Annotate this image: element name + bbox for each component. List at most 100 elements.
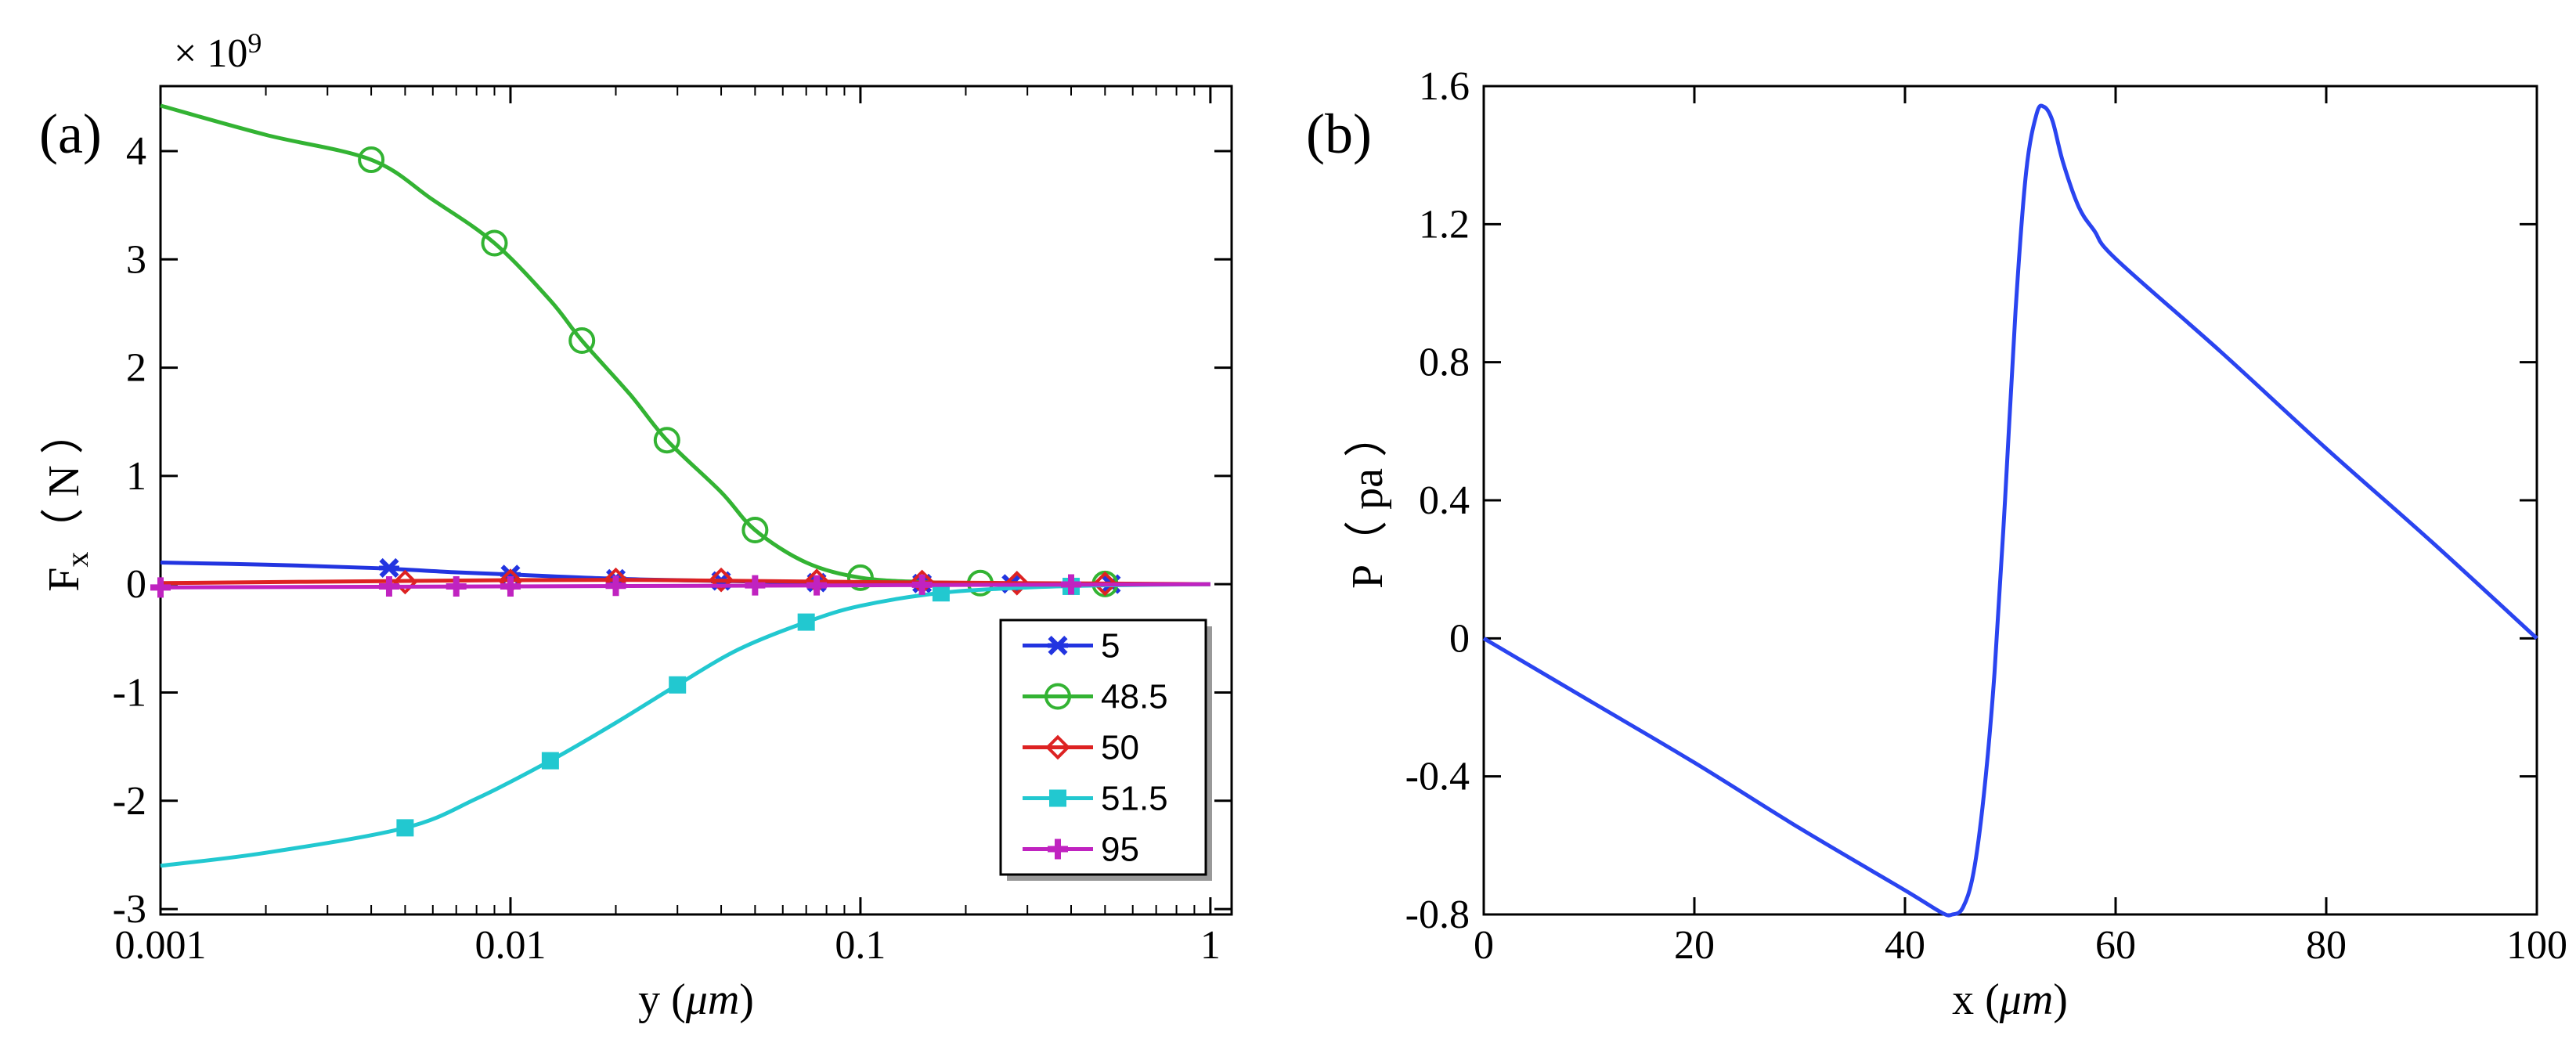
panel-a-x-axis-label: y (μm): [638, 976, 754, 1024]
x-tick-label: 1: [1200, 923, 1221, 968]
panel-b-ticks: [1482, 85, 2538, 916]
panel-a-y-axis-label: Fx（ N ）: [40, 410, 95, 592]
marker-48.5: [481, 229, 508, 257]
legend-label-5: 5: [1101, 627, 1120, 665]
marker-95: [806, 575, 828, 596]
y-tick-label: -3: [113, 887, 146, 932]
legend-marker-5: [1048, 635, 1068, 656]
y-tick-label: -1: [113, 670, 146, 715]
marker-5: [378, 557, 399, 578]
y-tick-label: 3: [126, 237, 146, 282]
x-tick-label: 0.01: [474, 923, 546, 968]
panel-b-x-tick-labels: 0 20 40 60 80 100: [1474, 923, 2567, 968]
legend-label-50: 50: [1101, 729, 1139, 767]
marker-51.5: [797, 613, 815, 631]
marker-95: [1061, 574, 1082, 595]
panel-a-multiplier-base: × 10: [174, 31, 247, 76]
legend-marker-95: [1048, 839, 1068, 860]
marker-95: [446, 575, 467, 597]
marker-95: [745, 575, 766, 596]
x-tick-label: 20: [1674, 923, 1715, 968]
panel-a-frame: [159, 85, 1233, 916]
panel-b-xlabel-main: x (: [1952, 976, 2000, 1024]
y-tick-label: 2: [126, 346, 146, 391]
marker-48.5: [568, 327, 596, 355]
y-tick-label: -0.8: [1405, 893, 1470, 937]
panel-b: (b) 0 20 40 60 80 100 1.6 1.2 0.8 0.4 0 -0.4 -0.8 x…: [1306, 64, 2567, 1024]
y-tick-label: 1.6: [1419, 64, 1470, 109]
series-P: [1482, 103, 2538, 918]
marker-48.5: [846, 564, 874, 591]
series-line-51.5: [160, 582, 1210, 868]
x-tick-label: 40: [1885, 923, 1925, 968]
marker-50: [392, 569, 418, 595]
panel-b-label: (b): [1306, 103, 1372, 165]
marker-48.5: [741, 517, 769, 544]
y-tick-label: 0.8: [1419, 341, 1470, 385]
panel-b-ylabel-main: P: [1344, 564, 1392, 589]
marker-48.5: [358, 146, 385, 174]
marker-50: [709, 567, 734, 593]
panel-a: (a) × 109 0.001 0.01 0.1 1 4 3 2 1 0 -1 -2 -3 y (μ…: [39, 27, 1233, 1024]
marker-51.5: [669, 676, 687, 694]
panel-b-y-axis-label: P（ pa ）: [1344, 413, 1392, 589]
panel-b-ylabel-unit: （ pa ）: [1344, 413, 1392, 564]
legend-box: [999, 619, 1207, 876]
panel-a-ylabel-sub: x: [60, 552, 95, 568]
legend-label-95: 95: [1101, 831, 1139, 869]
panel-b-frame: [1482, 85, 2538, 916]
y-tick-label: 4: [126, 129, 146, 174]
panel-a-y-tick-labels: 4 3 2 1 0 -1 -2 -3: [113, 129, 146, 932]
x-tick-label: 100: [2506, 923, 2567, 968]
series-line-P: [1482, 103, 2538, 918]
marker-50: [1092, 571, 1118, 597]
y-tick-label: 0: [1449, 616, 1470, 661]
panel-a-ticks: [159, 86, 1232, 914]
marker-95: [378, 575, 399, 597]
x-tick-label: 60: [2095, 923, 2136, 968]
marker-95: [605, 575, 626, 597]
x-tick-label: 0.1: [835, 923, 886, 968]
marker-50: [1004, 570, 1030, 596]
panel-a-legend: 5 48.5 50 51.5 95: [999, 619, 1212, 881]
panel-b-x-axis-label: x (μm): [1952, 976, 2068, 1024]
series-48.5: [160, 103, 1210, 597]
legend-label-51.5: 51.5: [1101, 780, 1168, 818]
panel-a-xlabel-unit: μm: [685, 976, 740, 1024]
series-line-48.5: [160, 103, 1210, 586]
series-line-95: [160, 582, 1210, 590]
y-tick-label: 0.4: [1419, 478, 1470, 523]
y-tick-label: -2: [113, 779, 146, 824]
series-95: [150, 574, 1210, 598]
panel-a-xlabel-main: y (: [638, 976, 686, 1024]
marker-95: [911, 574, 933, 595]
panel-a-multiplier-exp: 9: [247, 27, 262, 59]
panel-b-y-tick-labels: 1.6 1.2 0.8 0.4 0 -0.4 -0.8: [1405, 64, 1470, 937]
panel-b-series: [1482, 103, 2538, 918]
legend-marker-48.5: [1044, 683, 1071, 710]
panel-b-xlabel-end: ): [2053, 976, 2068, 1024]
panel-a-multiplier: × 109: [174, 27, 262, 76]
x-tick-label: 0: [1474, 923, 1494, 968]
legend-label-48.5: 48.5: [1101, 678, 1168, 716]
marker-51.5: [541, 752, 559, 770]
series-50: [160, 567, 1210, 597]
y-tick-label: 1: [126, 454, 146, 499]
y-tick-label: 0: [126, 562, 146, 607]
panel-a-ylabel-unit: （ N ）: [40, 410, 88, 551]
panel-a-xlabel-end: ): [739, 976, 754, 1024]
panel-b-xlabel-unit: μm: [1999, 976, 2054, 1024]
y-tick-label: 1.2: [1419, 202, 1470, 247]
legend-marker-51.5: [1049, 789, 1066, 807]
y-tick-label: -0.4: [1405, 755, 1470, 799]
x-tick-label: 0.001: [115, 923, 207, 968]
marker-95: [150, 577, 171, 598]
marker-51.5: [932, 584, 950, 602]
x-tick-label: 80: [2306, 923, 2347, 968]
legend-marker-50: [1045, 734, 1070, 760]
marker-51.5: [396, 819, 414, 837]
panel-a-label: (a): [39, 103, 102, 165]
panel-a-ylabel-main: F: [40, 568, 88, 592]
panel-a-x-tick-labels: 0.001 0.01 0.1 1: [115, 923, 1221, 968]
